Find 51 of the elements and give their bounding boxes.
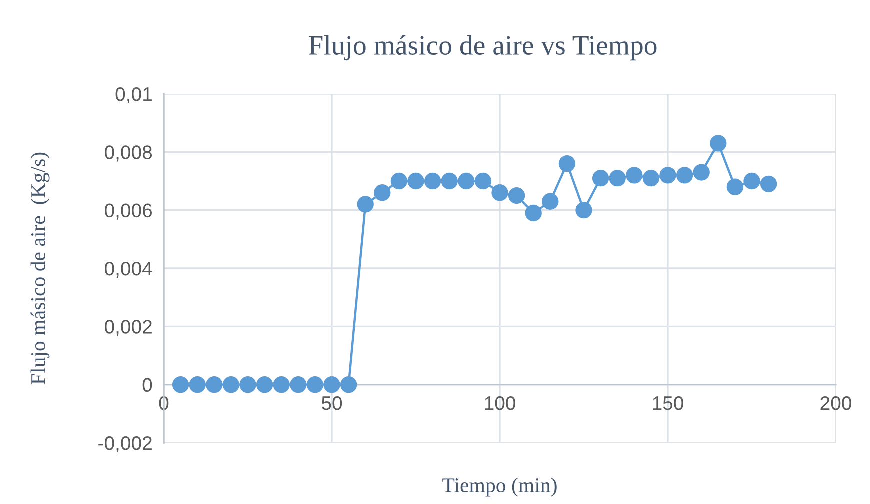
point xyxy=(306,376,324,394)
point xyxy=(576,202,592,219)
y-tick-label: 0 xyxy=(142,378,152,392)
point xyxy=(458,172,475,190)
point xyxy=(744,172,760,190)
point xyxy=(710,135,727,152)
y-tick-label: -0,002 xyxy=(98,436,152,453)
point xyxy=(592,170,610,187)
chart-title: Flujo másico de aire vs Tiempo xyxy=(309,35,657,61)
point xyxy=(390,172,408,190)
point xyxy=(189,376,206,394)
point xyxy=(693,164,710,181)
point xyxy=(760,176,778,192)
point xyxy=(558,155,576,172)
point xyxy=(642,170,660,187)
y-axis-title: Flujo másico de aire (Kg/s) xyxy=(30,152,50,384)
point xyxy=(609,170,626,187)
x-tick-label: 0 xyxy=(159,396,169,410)
point xyxy=(374,184,391,202)
point xyxy=(542,193,559,210)
y-tick-label: 0,002 xyxy=(104,320,152,336)
point xyxy=(324,376,340,394)
point xyxy=(676,167,694,184)
point xyxy=(340,376,358,394)
y-tick-label: 0,004 xyxy=(104,262,152,278)
y-tick-label: 0,01 xyxy=(116,87,152,104)
point xyxy=(357,196,374,213)
point xyxy=(206,376,223,394)
point xyxy=(172,376,190,394)
x-tick-label: 150 xyxy=(653,396,684,410)
point xyxy=(508,187,526,204)
x-tick-label: 50 xyxy=(322,396,342,410)
point xyxy=(660,167,676,184)
point xyxy=(273,376,290,394)
point xyxy=(626,167,643,184)
point xyxy=(256,376,274,394)
point xyxy=(474,172,492,190)
x-tick-label: 100 xyxy=(485,396,516,410)
point xyxy=(726,178,744,196)
point xyxy=(408,172,424,190)
point xyxy=(441,172,458,190)
y-tick-label: 0,008 xyxy=(104,146,152,162)
x-tick-label: 200 xyxy=(820,396,852,410)
point xyxy=(492,184,508,202)
point xyxy=(290,376,307,394)
point xyxy=(222,376,240,394)
x-axis-title: Tiempo (min) xyxy=(442,478,557,497)
y-tick-label: 0,006 xyxy=(104,204,152,220)
point xyxy=(240,376,256,394)
point xyxy=(424,172,442,190)
point xyxy=(525,204,542,222)
